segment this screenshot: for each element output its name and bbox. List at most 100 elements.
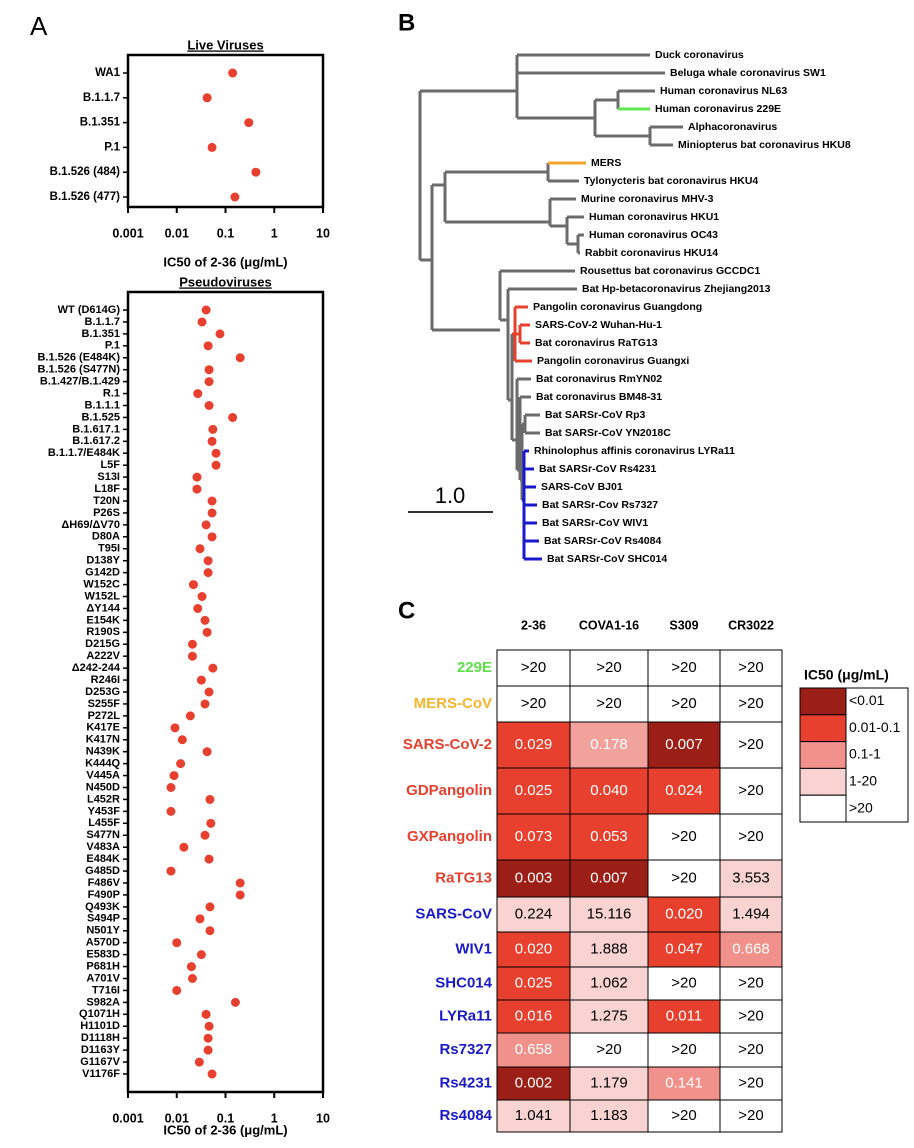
cell-value: >20: [738, 736, 763, 753]
data-point: [207, 1069, 217, 1079]
data-point: [230, 997, 240, 1007]
y-tick-label: B.1.526 (S477N): [37, 364, 120, 376]
y-tick-label: Q1071H: [79, 1008, 120, 1020]
y-tick-label: Δ242-244: [72, 662, 121, 674]
data-point: [203, 341, 213, 351]
table-cell: [569, 896, 649, 933]
row-label: SHC014: [435, 974, 492, 991]
y-tick-label: N450D: [86, 781, 120, 793]
data-point: [228, 68, 238, 78]
y-tick-label: A222V: [86, 650, 120, 662]
table-cell: [569, 813, 649, 861]
y-tick-label: N439K: [86, 746, 120, 758]
table-cell: [496, 813, 571, 861]
table-cell: [569, 859, 649, 898]
cell-value: >20: [738, 1007, 763, 1024]
cell-value: 1.183: [590, 1107, 628, 1124]
data-point: [193, 389, 203, 399]
y-tick-label: B.1.526 (484): [50, 166, 120, 178]
data-point: [207, 142, 217, 152]
data-point: [235, 890, 245, 900]
row-label: WIV1: [455, 940, 492, 957]
column-header: CR3022: [728, 618, 774, 632]
cell-value: 0.020: [665, 905, 703, 922]
row-label: Rs7327: [439, 1041, 492, 1058]
cell-value: 0.025: [515, 782, 553, 799]
y-tick-label: E154K: [86, 614, 120, 626]
data-point: [166, 806, 176, 816]
leaf-label: Bat SARSr-CoV Rs4231: [539, 463, 656, 475]
table-cell: [569, 1099, 649, 1133]
data-point: [166, 783, 176, 792]
data-point: [235, 353, 245, 363]
y-tick-label: B.1.1.7: [85, 316, 120, 328]
data-point: [204, 854, 214, 864]
data-point: [187, 639, 197, 649]
cell-value: 15.116: [587, 905, 632, 922]
y-tick-label: S982A: [86, 996, 120, 1008]
x-tick-label: 0.1: [217, 226, 234, 240]
cell-value: >20: [671, 1107, 696, 1124]
y-tick-label: D1118H: [81, 1032, 120, 1044]
tree-branch: [522, 449, 542, 561]
cell-value: 0.011: [666, 1007, 702, 1024]
data-point: [204, 1021, 214, 1031]
leaf-label: SARS-CoV-2 Wuhan-Hu-1: [535, 319, 662, 331]
legend-swatch: [799, 767, 847, 796]
leaf-label: Alphacoronavirus: [688, 121, 777, 133]
leaf-label: Bat coronavirus BM48-31: [536, 391, 662, 403]
y-tick-label: W152C: [83, 578, 120, 590]
y-tick-label: WA1: [95, 67, 121, 79]
data-point: [205, 794, 215, 804]
data-point: [200, 615, 210, 625]
y-tick-label: ΔY144: [86, 602, 120, 614]
data-point: [204, 401, 214, 410]
table-cell: [719, 859, 783, 898]
column-header: 2-36: [521, 618, 546, 632]
plot-frame: [126, 290, 325, 1094]
leaf-label: Human coronavirus OC43: [589, 229, 718, 241]
y-tick-label: P272L: [88, 710, 121, 722]
y-tick-label: S255F: [88, 698, 121, 710]
leaf-label: Rhinolophus affinis coronavirus LYRa11: [534, 445, 735, 457]
leaf-label: Pangolin coronavirus Guangxi: [537, 355, 689, 367]
legend-label: >20: [849, 799, 873, 815]
data-point: [207, 532, 217, 542]
leaf-label: Bat SARSr-CoV YN2018C: [545, 427, 671, 439]
leaf-label: Human coronavirus 229E: [655, 103, 781, 115]
data-point: [195, 544, 205, 554]
y-tick-label: S477N: [86, 829, 120, 841]
leaf-label: Beluga whale coronavirus SW1: [670, 67, 826, 79]
leaf-label: Bat coronavirus RaTG13: [535, 337, 658, 349]
leaf-label: Bat SARSr-CoV SHC014: [547, 553, 667, 565]
table-cell: [569, 685, 649, 723]
y-tick-label: B.1.1.1: [85, 399, 120, 411]
data-point: [185, 711, 195, 721]
leaf-label: Bat SARSr-Cov Rs7327: [542, 499, 658, 511]
cell-value: >20: [738, 1041, 763, 1058]
table-cell: [719, 931, 783, 968]
row-label: Rs4084: [439, 1107, 492, 1124]
y-tick-label: D215G: [85, 638, 120, 650]
data-point: [205, 926, 215, 936]
y-tick-label: F490P: [88, 889, 120, 901]
y-tick-label: K417E: [86, 722, 120, 734]
data-point: [201, 305, 211, 315]
cell-value: >20: [738, 782, 763, 799]
table-cell: [647, 999, 721, 1034]
data-point: [206, 818, 216, 828]
y-tick-label: H1101D: [80, 1020, 120, 1032]
data-point: [202, 93, 212, 103]
x-tick-label: 0.1: [217, 1111, 234, 1125]
y-tick-label: S13I: [97, 471, 120, 483]
cell-value: 1.062: [590, 974, 628, 991]
cell-value: 0.053: [590, 828, 628, 845]
y-tick-label: L455F: [88, 817, 120, 829]
y-tick-label: G142D: [85, 567, 120, 579]
cell-value: >20: [521, 695, 546, 712]
y-tick-label: G1167V: [80, 1056, 120, 1068]
data-point: [187, 651, 197, 661]
cell-value: >20: [596, 1041, 621, 1058]
row-label: MERS-CoV: [414, 695, 492, 712]
